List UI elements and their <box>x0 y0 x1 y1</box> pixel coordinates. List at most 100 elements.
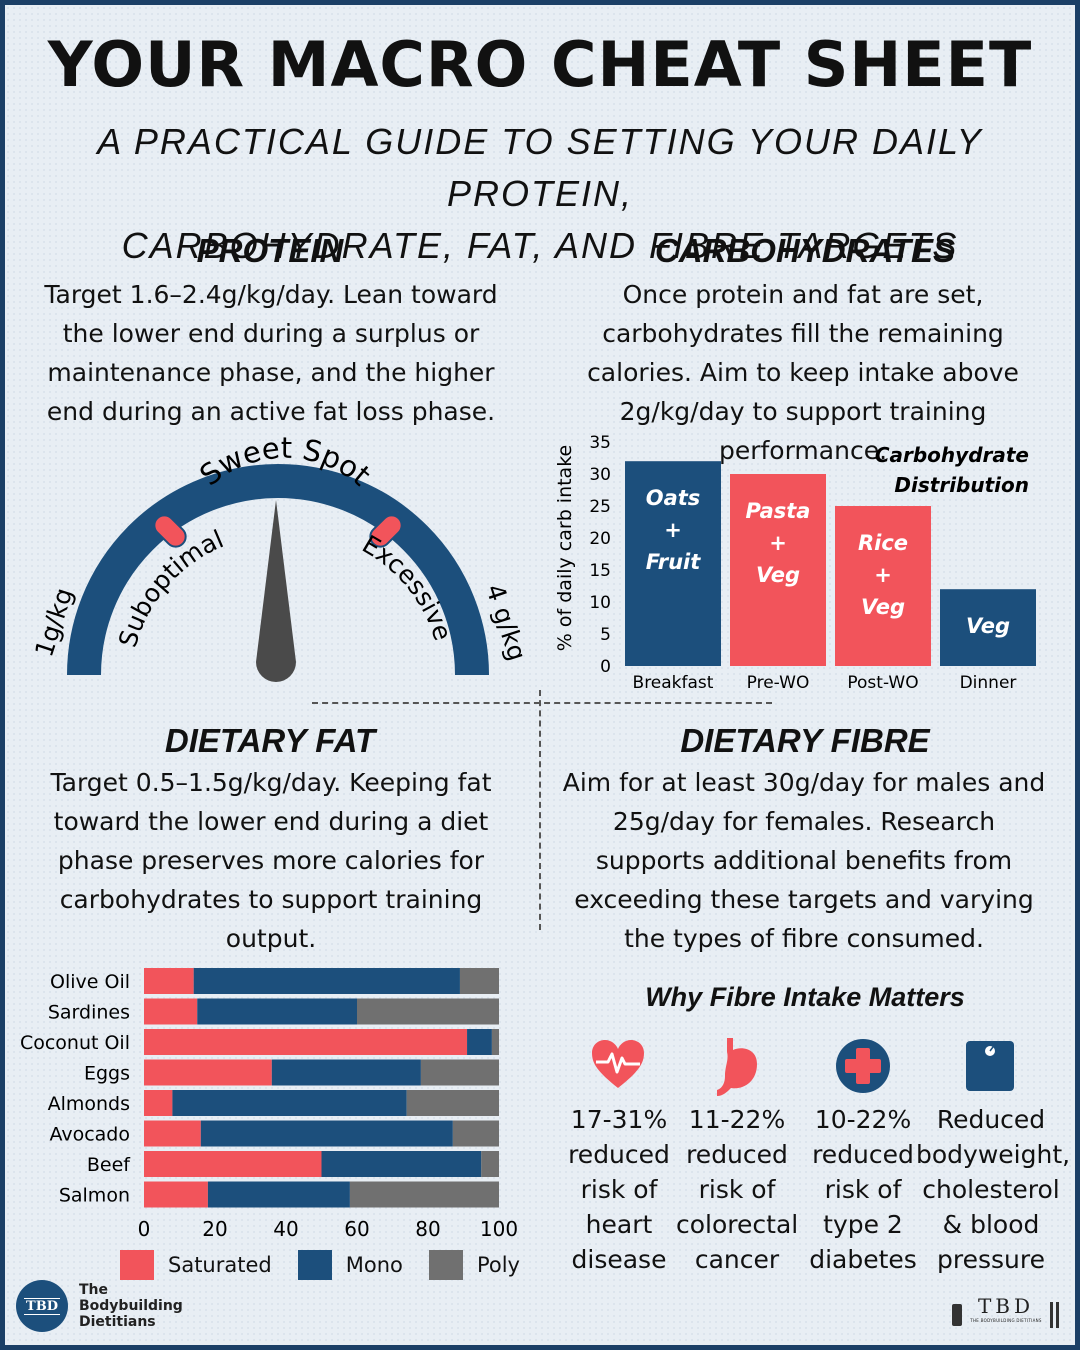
carb-y-tick: 5 <box>600 625 611 645</box>
quadrant-divider-vertical <box>539 690 541 930</box>
benefit-line: reduced <box>812 1140 914 1169</box>
fat-bar-segment <box>271 1059 421 1086</box>
fat-bar-segment <box>144 1120 201 1147</box>
gauge-marker-low <box>153 514 187 548</box>
dumbbell-icon <box>952 1304 962 1326</box>
benefit-line: cholesterol <box>922 1175 1060 1204</box>
fat-x-tick: 60 <box>344 1217 369 1241</box>
legend-saturated-swatch <box>120 1250 154 1280</box>
fat-chart-legend: Saturated Mono Poly <box>120 1250 520 1280</box>
fat-x-tick: 40 <box>273 1217 298 1241</box>
fibre-heading: DIETARY FIBRE <box>680 722 930 759</box>
legend-saturated-label: Saturated <box>168 1253 272 1277</box>
carb-bar-label: + <box>664 518 682 542</box>
fibre-benefit-colorectal: 11-22% reduced risk of colorectal cancer <box>676 1102 798 1277</box>
legend-poly: Poly <box>428 1250 520 1280</box>
fat-bar-segment <box>200 1120 453 1147</box>
carbs-body: Once protein and fat are set, carbohydra… <box>587 280 1019 465</box>
benefit-line: bodyweight, <box>916 1140 1071 1169</box>
fat-bar-segment <box>144 1059 272 1086</box>
carb-x-tick: Breakfast <box>633 673 714 693</box>
benefit-line: risk of <box>580 1175 658 1204</box>
carb-x-tick: Pre-WO <box>747 673 810 693</box>
footer-logo-badge-text: TBD <box>24 1297 60 1315</box>
fibre-why-heading: Why Fibre Intake Matters <box>645 982 965 1012</box>
fat-bar-segment <box>144 1090 173 1116</box>
carb-bar-label: Veg <box>966 614 1010 638</box>
carb-x-tick: Post-WO <box>847 673 918 693</box>
fat-bar-segment <box>452 1120 499 1147</box>
benefit-line: pressure <box>937 1245 1045 1274</box>
fat-category-label: Coconut Oil <box>20 1032 130 1054</box>
fat-bar-segment <box>144 998 198 1025</box>
benefit-line: Reduced <box>936 1105 1046 1134</box>
legend-saturated: Saturated <box>120 1250 272 1280</box>
benefit-line: risk of <box>824 1175 902 1204</box>
footer-right-logo-subtext: THE BODYBUILDING DIETITIANS <box>970 1318 1042 1323</box>
protein-heading: PROTEIN <box>196 232 344 269</box>
carb-bar-label: Rice <box>858 531 908 555</box>
carb-y-tick: 35 <box>589 433 611 453</box>
carb-chart-ylabel: % of daily carb intake <box>554 445 576 651</box>
legend-poly-swatch <box>428 1250 463 1280</box>
scale-icon <box>940 1040 1040 1092</box>
benefit-line: reduced <box>686 1140 788 1169</box>
carb-bar-label: + <box>769 531 787 555</box>
footer-org-name: The Bodybuilding Dietitians <box>79 1282 183 1330</box>
benefit-line: type 2 <box>823 1210 903 1239</box>
fat-category-label: Almonds <box>48 1093 130 1115</box>
legend-mono-label: Mono <box>345 1253 403 1277</box>
fat-bar-segment <box>349 1181 499 1208</box>
carb-bar-label: Veg <box>861 595 905 619</box>
fat-bar-segment <box>172 1090 407 1116</box>
carb-bar-label: Pasta <box>746 499 811 523</box>
fat-category-label: Beef <box>87 1154 131 1176</box>
fat-heading: DIETARY FAT <box>164 722 376 759</box>
footer-right-logo-text: TBD <box>977 1294 1035 1318</box>
subtitle-line-1: A PRACTICAL GUIDE TO SETTING YOUR DAILY … <box>97 121 983 214</box>
gauge-needle <box>256 500 296 682</box>
footer-right-logo: TBD THE BODYBUILDING DIETITIANS <box>952 1294 1064 1332</box>
legend-mono: Mono <box>297 1250 403 1280</box>
benefit-line: risk of <box>698 1175 776 1204</box>
carbs-heading: CARBOHYDRATES <box>654 232 956 269</box>
carb-y-tick: 20 <box>589 529 611 549</box>
carb-y-tick: 25 <box>589 497 611 517</box>
fat-category-label: Olive Oil <box>50 971 130 993</box>
fat-x-tick: 0 <box>138 1217 151 1241</box>
fat-category-label: Avocado <box>49 1124 130 1146</box>
carb-chart-title-1: Carbohydrate <box>875 443 1029 467</box>
benefit-line: & blood <box>942 1210 1040 1239</box>
fat-bar-segment <box>321 1151 482 1177</box>
footer-logo-badge: TBD <box>16 1280 68 1332</box>
benefit-line: cancer <box>694 1245 780 1274</box>
fork-icon <box>1050 1302 1053 1328</box>
benefit-line: reduced <box>568 1140 670 1169</box>
stomach-icon <box>688 1036 788 1098</box>
fat-bar-segment <box>207 1181 350 1208</box>
carb-y-tick: 30 <box>589 465 611 485</box>
fat-x-tick: 100 <box>480 1217 517 1241</box>
protein-gauge: Sweet Spot Suboptimal Excessive 1g/kg 4 … <box>29 431 530 682</box>
fat-body: Target 0.5–1.5g/kg/day. Keeping fat towa… <box>50 768 492 953</box>
fat-composition-chart: Olive Oil Sardines Coconut Oil Eggs Almonds A… <box>20 968 517 1241</box>
carb-bar <box>940 589 1036 666</box>
benefit-line: disease <box>571 1245 667 1274</box>
carb-bar <box>730 474 826 666</box>
medical-cross-icon <box>813 1038 913 1094</box>
benefit-line: heart <box>585 1210 653 1239</box>
benefit-line: diabetes <box>809 1245 917 1274</box>
knife-icon <box>1056 1302 1059 1328</box>
footer-org-line: Bodybuilding <box>79 1298 183 1314</box>
carb-y-tick: 15 <box>589 561 611 581</box>
carb-bar <box>625 461 721 666</box>
benefit-line: 11-22% <box>688 1105 786 1134</box>
fat-bar-segment <box>481 1151 499 1177</box>
fat-bar-segment <box>357 998 499 1025</box>
gauge-marker-high <box>369 514 403 548</box>
fat-bar-segment <box>144 1181 208 1208</box>
fat-bar-segment <box>467 1029 492 1055</box>
legend-mono-swatch <box>297 1250 332 1280</box>
fat-category-label: Sardines <box>48 1002 130 1024</box>
heart-icon <box>568 1038 668 1090</box>
